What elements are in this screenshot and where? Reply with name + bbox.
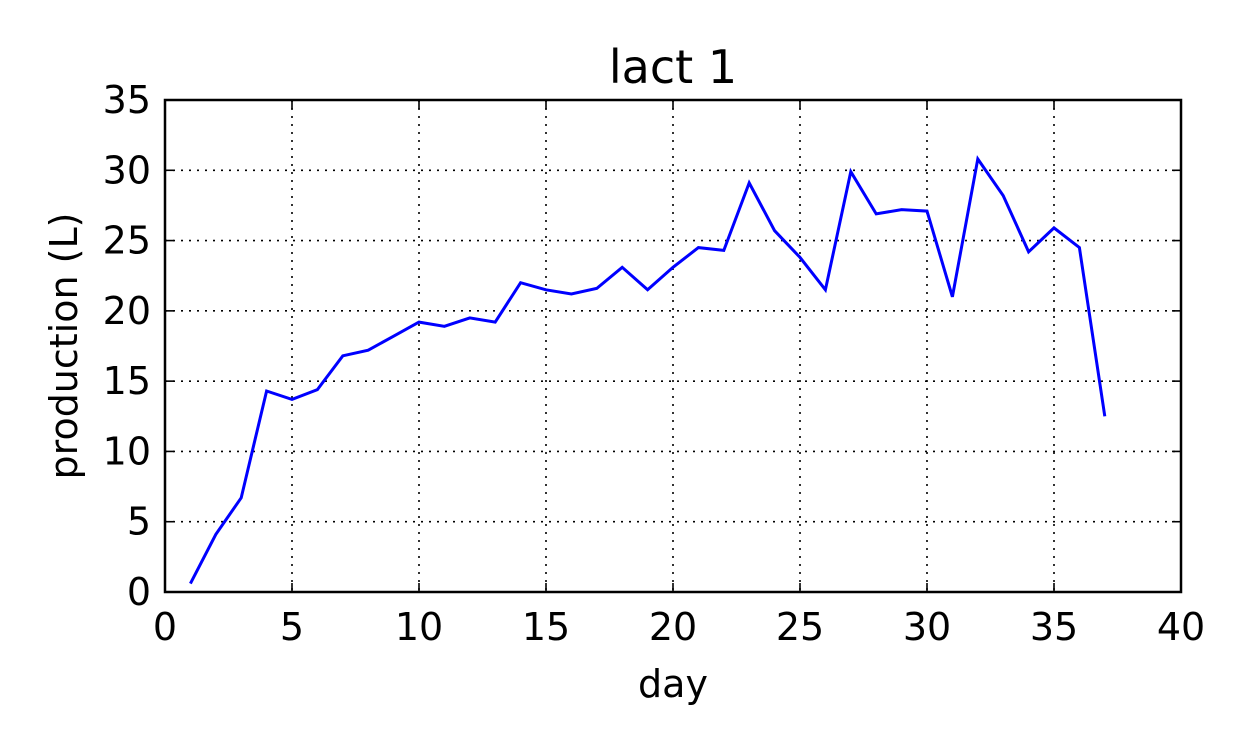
x-tick-label: 10 [395, 605, 443, 649]
x-tick-label: 40 [1157, 605, 1205, 649]
x-axis-title: day [638, 662, 708, 706]
tick-marks [164, 99, 1182, 593]
series-layer [189, 155, 1107, 585]
y-tick-label: 5 [127, 500, 151, 544]
y-tick-label: 30 [103, 148, 151, 192]
y-tick-label: 10 [103, 429, 151, 473]
chart-title: lact 1 [609, 40, 737, 94]
x-tick-label: 0 [153, 605, 177, 649]
x-tick-label: 35 [1030, 605, 1078, 649]
x-tick-label: 5 [280, 605, 304, 649]
x-tick-label: 20 [649, 605, 697, 649]
y-tick-label: 15 [103, 359, 151, 403]
x-axis-tick-labels: 0 5 10 15 20 25 30 35 40 [153, 605, 1205, 649]
grid [165, 100, 1181, 592]
y-axis-tick-labels: 0 5 10 15 20 25 30 35 [103, 78, 151, 614]
x-tick-label: 25 [776, 605, 824, 649]
y-tick-label: 35 [103, 78, 151, 122]
x-tick-label: 15 [522, 605, 570, 649]
y-tick-label: 25 [103, 219, 151, 263]
series-line-1 [189, 155, 1107, 585]
y-tick-label: 20 [103, 289, 151, 333]
y-tick-label: 0 [127, 570, 151, 614]
x-tick-label: 30 [903, 605, 951, 649]
y-axis-title: production (L) [42, 213, 86, 480]
